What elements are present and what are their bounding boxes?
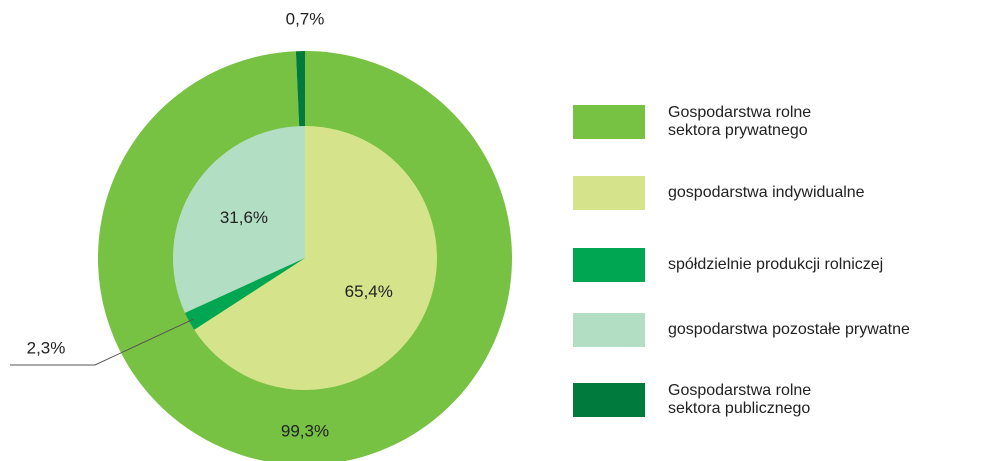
legend-item: Gospodarstwa rolne sektora prywatnego xyxy=(573,104,812,139)
legend-label: spółdzielnie produkcji rolniczej xyxy=(668,256,884,273)
legend-swatch xyxy=(573,248,645,282)
legend-item: Gospodarstwa rolne sektora publicznego xyxy=(573,382,812,417)
legend-label: Gospodarstwa rolne sektora prywatnego xyxy=(668,104,812,139)
legend-swatch xyxy=(573,383,645,417)
legend-label: gospodarstwa pozostałe prywatne xyxy=(668,321,910,338)
pie-slice xyxy=(184,258,305,330)
data-label: 99,3% xyxy=(281,421,329,440)
legend-label: gospodarstwa indywidualne xyxy=(668,184,865,201)
data-label: 65,4% xyxy=(345,282,393,301)
legend-swatch xyxy=(573,176,645,210)
legend-label: Gospodarstwa rolne sektora publicznego xyxy=(668,382,812,417)
leader-line xyxy=(10,318,194,366)
legend-swatch xyxy=(573,313,645,347)
legend-item: gospodarstwa indywidualne xyxy=(573,176,865,210)
pie-slice xyxy=(194,126,438,391)
data-label: 31,6% xyxy=(220,208,268,227)
legend-item: gospodarstwa pozostałe prywatne xyxy=(573,313,910,347)
data-label: 2,3% xyxy=(27,338,66,357)
data-label: 0,7% xyxy=(286,9,325,28)
legend-swatch xyxy=(573,105,645,139)
pie-slice xyxy=(172,126,305,313)
legend-item: spółdzielnie produkcji rolniczej xyxy=(573,248,883,282)
